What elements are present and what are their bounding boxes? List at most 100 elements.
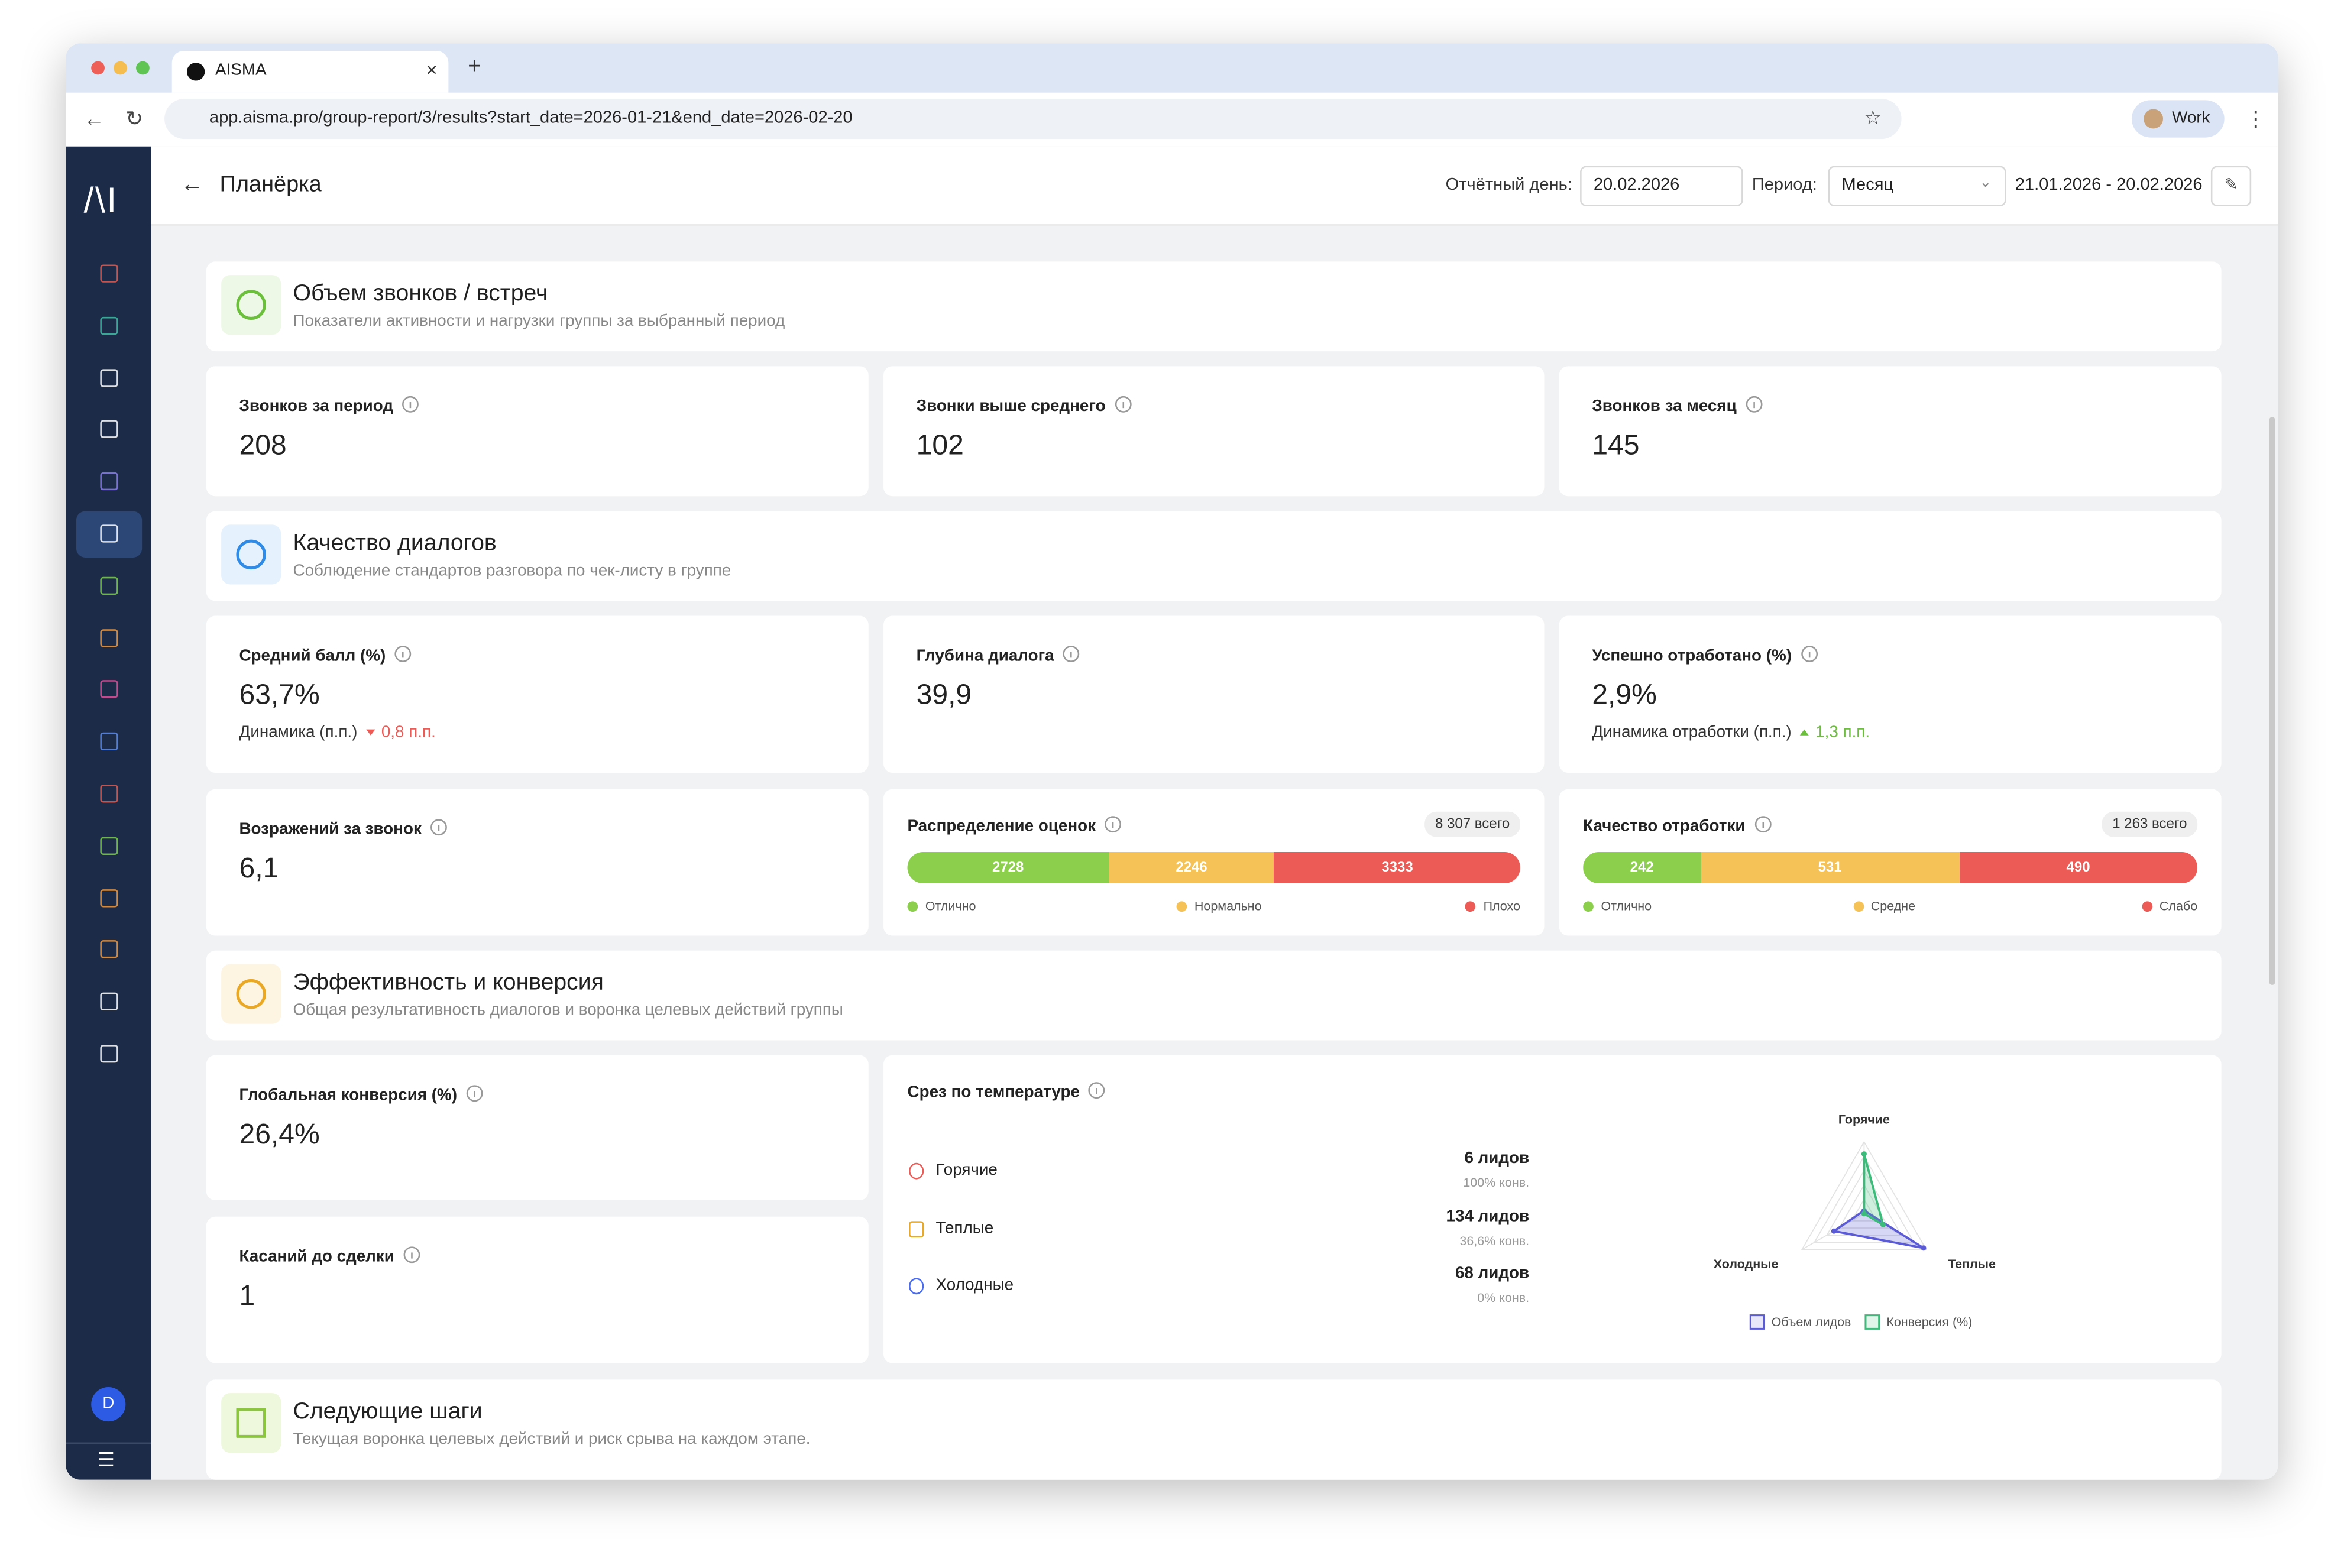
sidebar-item[interactable] (100, 681, 118, 699)
metric-card: Звонков за период 208 (206, 366, 869, 497)
close-dot[interactable] (91, 61, 105, 75)
user-avatar[interactable]: D (91, 1386, 126, 1422)
radar-grid (1825, 1169, 1903, 1236)
legend-item: Средне (1853, 898, 1915, 913)
metric-card: Касаний до сделки 1 (206, 1216, 869, 1363)
info-icon[interactable] (403, 1246, 420, 1264)
section-header: Качество диалогов Соблюдение стандартов р… (206, 511, 2222, 601)
info-icon[interactable] (1089, 1082, 1105, 1099)
min-dot[interactable] (114, 61, 127, 75)
sidebar-item[interactable] (100, 264, 118, 283)
info-icon[interactable] (1105, 816, 1122, 833)
sidebar-item[interactable] (100, 576, 118, 595)
metric-label-text: Касаний до сделки (239, 1248, 394, 1266)
info-icon[interactable] (402, 396, 419, 413)
info-icon[interactable] (1114, 396, 1131, 413)
legend-label: Средне (1870, 898, 1916, 913)
legend-dot (1853, 901, 1864, 912)
scrollbar[interactable] (2269, 417, 2275, 985)
section-header: Объем звонков / встреч Показатели активно… (206, 261, 2222, 352)
metric-value: 102 (916, 430, 964, 462)
info-icon[interactable] (1063, 646, 1080, 662)
section-icon-glyph (236, 1408, 266, 1438)
metric-value: 63,7% (239, 680, 320, 712)
sidebar-item[interactable] (100, 837, 118, 855)
sidebar-item[interactable] (100, 524, 118, 543)
temperature-card: Срез по температуре Горячие 6 лидов 100% ко… (883, 1055, 2222, 1363)
section-title: Следующие шаги (293, 1399, 483, 1425)
tab[interactable]: AISMA × (171, 50, 449, 93)
dynamics-label: Динамика отработки (п.п.) (1592, 723, 1792, 741)
back-button[interactable]: ← (83, 106, 105, 130)
period-select[interactable]: Месяц ⌄ (1828, 166, 2006, 206)
metric-label-text: Глобальная конверсия (%) (239, 1086, 458, 1105)
temperature-conversion: 0% конв. (1477, 1290, 1530, 1305)
sidebar-item[interactable] (100, 368, 118, 387)
distribution-total: 1 263 всего (2102, 811, 2198, 837)
radar-grid (1838, 1184, 1890, 1229)
temperature-icon (909, 1220, 924, 1237)
sidebar-active (76, 511, 143, 558)
edit-button[interactable]: ✎ (2210, 166, 2252, 206)
radar-axis-label: Горячие (1838, 1113, 1890, 1127)
bookmark-star[interactable]: ☆ (1864, 106, 1882, 129)
back-arrow[interactable]: ← (180, 171, 203, 197)
collapse-button[interactable]: ☰ (97, 1448, 115, 1471)
max-dot[interactable] (136, 61, 150, 75)
profile-name: Work (2172, 109, 2210, 127)
info-icon[interactable] (430, 819, 447, 836)
url-field[interactable] (164, 98, 1902, 140)
logo: /\I (83, 180, 118, 222)
date-range: 21.01.2026 - 20.02.2026 (2015, 176, 2203, 195)
dynamics-label: Динамика (п.п.) (239, 723, 358, 741)
metric-value: 39,9 (916, 680, 972, 712)
sidebar-item[interactable] (100, 941, 118, 959)
info-icon[interactable] (1745, 396, 1762, 413)
info-icon[interactable] (1801, 646, 1817, 662)
temperature-leads: 134 лидов (1446, 1207, 1530, 1225)
metric-label: Успешно отработано (%) (1592, 646, 1817, 665)
dynamics-value: 1,3 п.п. (1815, 723, 1870, 741)
sidebar-item[interactable] (100, 733, 118, 751)
radar-axis-label: Теплые (1948, 1257, 1996, 1271)
section-header: Следующие шаги Текущая воронка целевых де… (206, 1379, 2222, 1480)
temperature-conversion: 36,6% конв. (1459, 1232, 1530, 1248)
sidebar-item[interactable] (100, 785, 118, 803)
temperature-name: Горячие (935, 1161, 998, 1180)
sidebar-item[interactable] (100, 629, 118, 647)
menu-button[interactable]: ⋮ (2245, 106, 2267, 130)
metric-label: Звонков за месяц (1592, 396, 1762, 416)
temperature-leads: 68 лидов (1455, 1264, 1530, 1283)
metric-label: Глобальная конверсия (%) (239, 1085, 483, 1104)
report-day-input[interactable]: 20.02.2026 (1580, 166, 1743, 206)
sidebar-item[interactable] (100, 1045, 118, 1063)
section-icon-glyph (236, 979, 266, 1009)
sidebar-item[interactable] (100, 420, 118, 439)
tab-close[interactable]: × (426, 58, 438, 81)
section-icon-glyph (236, 539, 266, 570)
sidebar-item[interactable] (100, 889, 118, 907)
distribution-total: 8 307 всего (1424, 811, 1520, 837)
temperature-title-text: Срез по температуре (907, 1083, 1080, 1102)
sidebar-item[interactable] (100, 993, 118, 1011)
sidebar-item[interactable] (100, 316, 118, 335)
radar-point (1921, 1245, 1927, 1251)
sidebar-item[interactable] (100, 472, 118, 491)
metric-label-text: Успешно отработано (%) (1592, 647, 1792, 665)
new-tab[interactable]: + (468, 54, 481, 79)
distribution-segment: 2246 (1108, 851, 1275, 884)
radar-point (1880, 1222, 1886, 1227)
trend-arrow (1800, 729, 1810, 736)
reload-button[interactable]: ↻ (125, 106, 144, 130)
info-icon[interactable] (1754, 816, 1771, 833)
radar-point (1861, 1211, 1867, 1217)
info-icon[interactable] (394, 646, 412, 662)
radar-series (1831, 1209, 1925, 1249)
info-icon[interactable] (466, 1085, 483, 1102)
radar-grid (1850, 1198, 1877, 1222)
metric-card: Глубина диалога 39,9 (883, 615, 1545, 773)
distribution-bar: 242 531 490 (1583, 851, 2198, 884)
